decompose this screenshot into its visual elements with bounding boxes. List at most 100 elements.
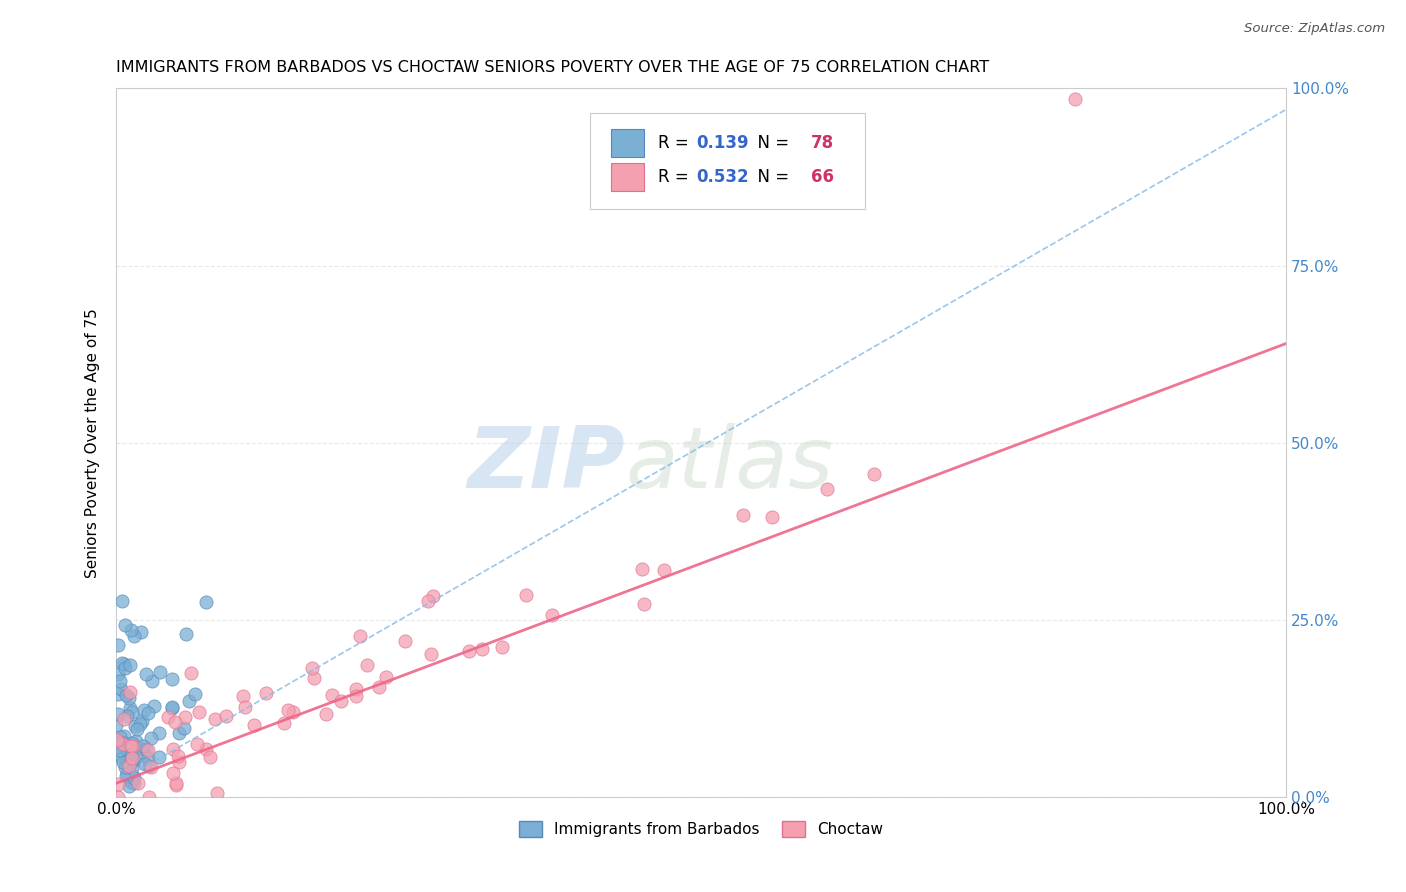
FancyBboxPatch shape — [591, 113, 865, 209]
Point — [139, 760, 162, 774]
Text: R =: R = — [658, 168, 693, 186]
Point — [194, 595, 217, 609]
Point — [349, 629, 371, 643]
Point — [374, 670, 396, 684]
Point — [491, 640, 513, 654]
Point — [105, 739, 128, 754]
Point — [135, 742, 157, 756]
Text: 66: 66 — [811, 168, 834, 186]
Point — [215, 708, 238, 723]
Point — [115, 753, 138, 767]
Point — [114, 661, 136, 675]
Point — [177, 694, 200, 708]
Point — [321, 688, 343, 702]
Point — [120, 755, 142, 769]
Point — [862, 467, 884, 481]
Point — [138, 759, 160, 773]
Point — [541, 607, 564, 622]
Point — [165, 714, 187, 729]
Point — [254, 685, 277, 699]
Legend: Immigrants from Barbados, Choctaw: Immigrants from Barbados, Choctaw — [513, 814, 890, 843]
Point — [232, 690, 254, 704]
Point — [186, 737, 208, 751]
Point — [115, 769, 138, 783]
FancyBboxPatch shape — [612, 128, 644, 157]
Text: atlas: atlas — [626, 423, 834, 506]
Point — [120, 658, 142, 673]
Point — [162, 672, 184, 686]
Point — [122, 776, 145, 790]
Point — [111, 594, 134, 608]
Point — [118, 691, 141, 706]
Point — [120, 684, 142, 698]
Point — [205, 786, 228, 800]
Point — [160, 700, 183, 714]
Point — [243, 717, 266, 731]
Point — [112, 736, 135, 750]
Point — [115, 743, 138, 757]
Text: N =: N = — [747, 134, 794, 152]
Point — [107, 666, 129, 681]
Point — [111, 751, 134, 765]
FancyBboxPatch shape — [612, 162, 644, 191]
Text: Source: ZipAtlas.com: Source: ZipAtlas.com — [1244, 22, 1385, 36]
Point — [162, 701, 184, 715]
Point — [167, 755, 190, 769]
Point — [118, 755, 141, 769]
Point — [127, 776, 149, 790]
Point — [120, 701, 142, 715]
Point — [114, 760, 136, 774]
Point — [122, 771, 145, 785]
Point — [120, 739, 142, 753]
Point — [183, 687, 205, 701]
Point — [165, 779, 187, 793]
Point — [105, 718, 128, 732]
Point — [127, 748, 149, 763]
Point — [136, 706, 159, 720]
Text: 0.532: 0.532 — [696, 168, 749, 186]
Point — [198, 750, 221, 764]
Point — [330, 694, 353, 708]
Point — [180, 665, 202, 680]
Point — [111, 755, 134, 769]
Point — [165, 776, 187, 790]
Point — [416, 594, 439, 608]
Text: 78: 78 — [811, 134, 834, 152]
Point — [419, 647, 441, 661]
Point — [187, 706, 209, 720]
Point — [124, 753, 146, 767]
Text: IMMIGRANTS FROM BARBADOS VS CHOCTAW SENIORS POVERTY OVER THE AGE OF 75 CORRELATI: IMMIGRANTS FROM BARBADOS VS CHOCTAW SENI… — [117, 60, 990, 75]
Point — [143, 699, 166, 714]
Point — [141, 674, 163, 689]
Point — [166, 749, 188, 764]
Point — [136, 751, 159, 765]
Point — [633, 597, 655, 611]
Point — [149, 665, 172, 680]
Point — [124, 719, 146, 733]
Point — [301, 660, 323, 674]
Point — [115, 688, 138, 702]
Point — [233, 700, 256, 714]
Point — [162, 742, 184, 756]
Point — [1064, 92, 1087, 106]
Point — [121, 705, 143, 719]
Point — [108, 674, 131, 689]
Point — [107, 734, 129, 748]
Point — [815, 482, 838, 496]
Point — [120, 747, 142, 762]
Point — [120, 774, 142, 789]
Point — [344, 689, 367, 703]
Point — [654, 563, 676, 577]
Point — [134, 703, 156, 717]
Point — [121, 751, 143, 765]
Point — [112, 657, 135, 671]
Point — [131, 625, 153, 640]
Point — [112, 737, 135, 751]
Text: 0.139: 0.139 — [696, 134, 749, 152]
Point — [139, 731, 162, 746]
Text: R =: R = — [658, 134, 693, 152]
Point — [315, 706, 337, 721]
Point — [117, 765, 139, 780]
Point — [134, 757, 156, 772]
Point — [118, 747, 141, 762]
